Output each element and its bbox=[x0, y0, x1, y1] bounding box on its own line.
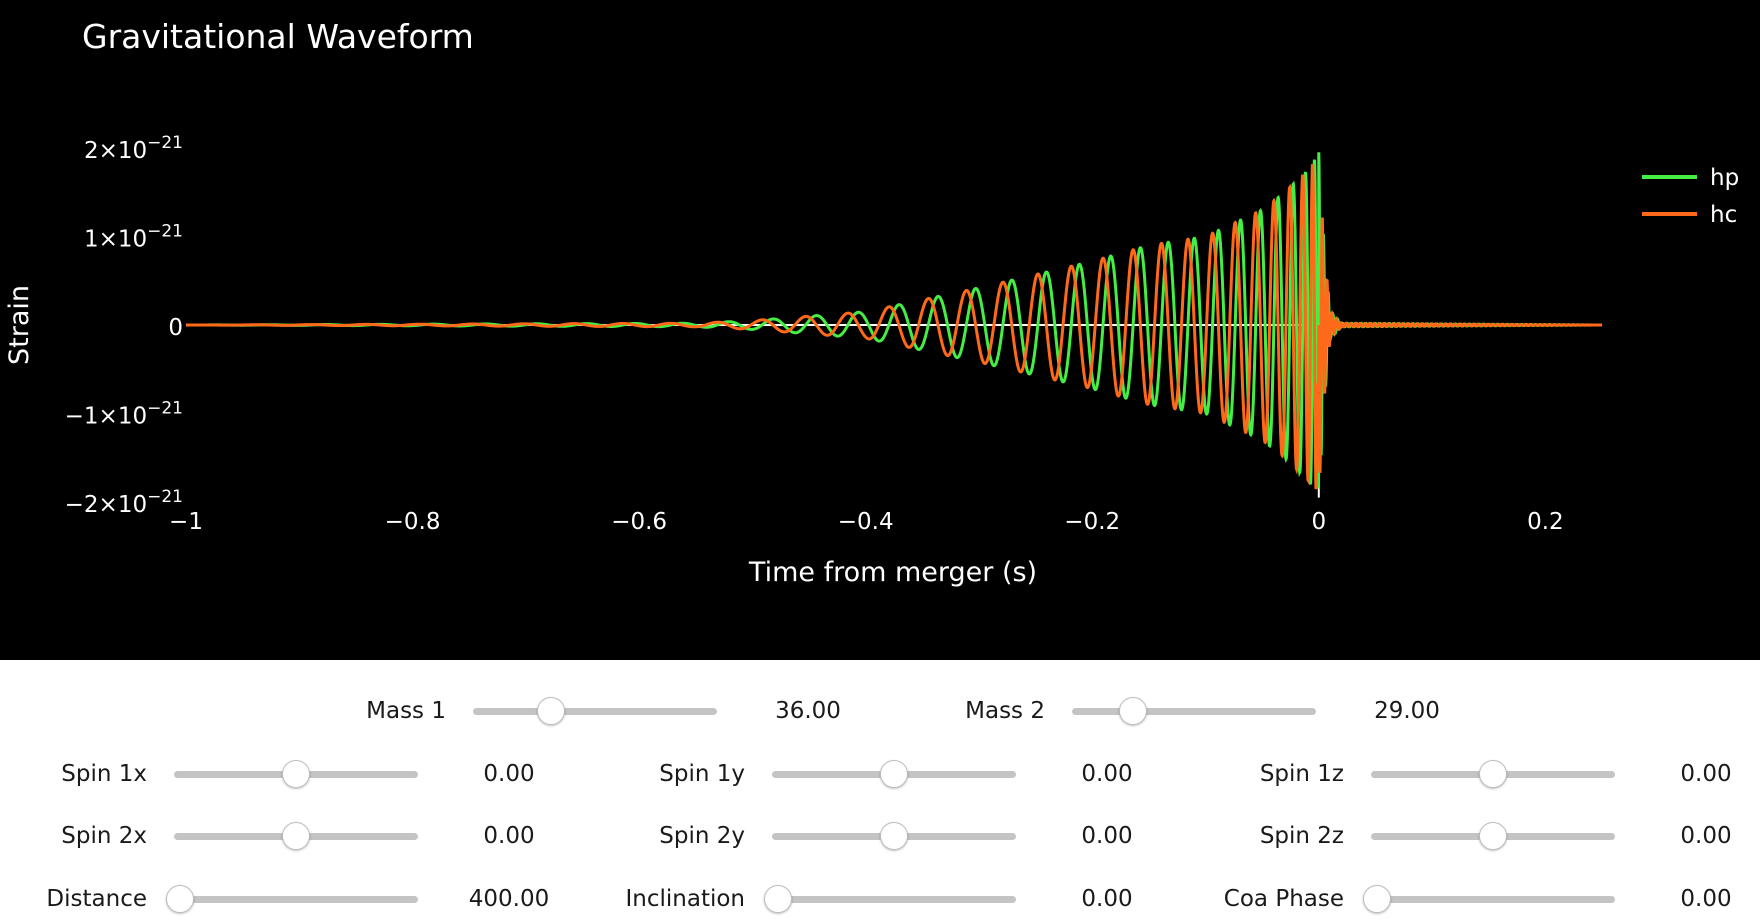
chart-title: Gravitational Waveform bbox=[82, 17, 474, 56]
mass-2-value: 29.00 bbox=[1374, 698, 1440, 724]
inclination-control: Inclination 0.00 bbox=[598, 879, 1158, 919]
inclination-label: Inclination bbox=[625, 886, 745, 912]
x-tick-label: 0.2 bbox=[1527, 509, 1564, 535]
spin-2z-control: Spin 2z 0.00 bbox=[1197, 816, 1757, 856]
distance-label: Distance bbox=[46, 886, 147, 912]
controls-row: Mass 1 36.00 Mass 2 29.00 bbox=[0, 691, 1760, 731]
mass-1-slider-thumb[interactable] bbox=[537, 697, 565, 725]
spin-1x-label: Spin 1x bbox=[61, 761, 147, 787]
spin-1z-label: Spin 1z bbox=[1259, 761, 1344, 787]
waveform-chart[interactable]: Gravitational Waveform 2×10−211×10−210−1… bbox=[0, 0, 1760, 660]
x-tick-label: −0.8 bbox=[385, 509, 441, 535]
distance-value: 400.00 bbox=[468, 886, 550, 912]
spin-2z-label: Spin 2z bbox=[1259, 823, 1344, 849]
plot-area[interactable]: Gravitational Waveform 2×10−21 1×10−21 0 −1… bbox=[0, 0, 1760, 660]
spin-2x-control: Spin 2x 0.00 bbox=[0, 816, 560, 856]
controls-row: Spin 1x 0.00 Spin 1y 0.00 Spin 1z 0.00 bbox=[0, 754, 1760, 794]
mass-2-label: Mass 2 bbox=[965, 698, 1045, 724]
legend-label-hc[interactable]: hc bbox=[1710, 202, 1737, 228]
controls-panel: Mass 1 36.00 Mass 2 29.00 Spin 1x 0.00 Spin 1y… bbox=[0, 660, 1760, 913]
spin-2y-value: 0.00 bbox=[1081, 823, 1133, 849]
spin-2x-value: 0.00 bbox=[483, 823, 535, 849]
spin-2y-slider-thumb[interactable] bbox=[880, 822, 908, 850]
mass-1-control: Mass 1 36.00 bbox=[299, 691, 859, 731]
series-hp-line bbox=[186, 152, 1602, 491]
mass-1-slider[interactable] bbox=[473, 708, 717, 715]
x-tick-label: −0.2 bbox=[1064, 509, 1120, 535]
coa-phase-label: Coa Phase bbox=[1223, 886, 1344, 912]
inclination-value: 0.00 bbox=[1081, 886, 1133, 912]
mass-2-control: Mass 2 29.00 bbox=[898, 691, 1458, 731]
spin-2x-slider-thumb[interactable] bbox=[282, 822, 310, 850]
y-tick-label: −2×10−21 bbox=[65, 487, 183, 518]
spin-1y-slider-thumb[interactable] bbox=[880, 760, 908, 788]
distance-slider-thumb[interactable] bbox=[166, 885, 194, 913]
spin-1z-value: 0.00 bbox=[1680, 761, 1732, 787]
spin-2x-label: Spin 2x bbox=[61, 823, 147, 849]
x-axis-label: Time from merger (s) bbox=[748, 557, 1037, 588]
distance-control: Distance 400.00 bbox=[0, 879, 560, 919]
controls-row: Spin 2x 0.00 Spin 2y 0.00 Spin 2z 0.00 bbox=[0, 816, 1760, 856]
legend-label-hp[interactable]: hp bbox=[1710, 165, 1739, 191]
coa-phase-slider-thumb[interactable] bbox=[1363, 885, 1391, 913]
spin-2z-value: 0.00 bbox=[1680, 823, 1732, 849]
spin-1y-control: Spin 1y 0.00 bbox=[598, 754, 1158, 794]
series-layer bbox=[186, 152, 1602, 491]
x-tick-label: −0.4 bbox=[838, 509, 894, 535]
mass-2-slider[interactable] bbox=[1072, 708, 1316, 715]
coa-phase-slider[interactable] bbox=[1371, 896, 1615, 903]
distance-slider[interactable] bbox=[174, 896, 418, 903]
spin-1z-control: Spin 1z 0.00 bbox=[1197, 754, 1757, 794]
spin-2y-label: Spin 2y bbox=[659, 823, 745, 849]
series-hc-line bbox=[186, 164, 1602, 490]
spin-1z-slider-thumb[interactable] bbox=[1479, 760, 1507, 788]
mass-1-label: Mass 1 bbox=[366, 698, 446, 724]
coa-phase-value: 0.00 bbox=[1680, 886, 1732, 912]
spin-1y-label: Spin 1y bbox=[659, 761, 745, 787]
inclination-slider-thumb[interactable] bbox=[764, 885, 792, 913]
mass-2-slider-thumb[interactable] bbox=[1119, 697, 1147, 725]
spin-2z-slider-thumb[interactable] bbox=[1479, 822, 1507, 850]
spin-1x-control: Spin 1x 0.00 bbox=[0, 754, 560, 794]
inclination-slider[interactable] bbox=[772, 896, 1016, 903]
mass-1-value: 36.00 bbox=[775, 698, 841, 724]
coa-phase-control: Coa Phase 0.00 bbox=[1197, 879, 1757, 919]
x-tick-label: −1 bbox=[169, 509, 203, 535]
y-axis-ticks: 2×10−21 1×10−21 0 −1×10−21 −2×10−21 bbox=[65, 133, 1320, 518]
spin-1x-slider-thumb[interactable] bbox=[282, 760, 310, 788]
y-tick-label: 1×10−21 bbox=[84, 222, 183, 253]
controls-row: Distance 400.00 Inclination 0.00 Coa Phase 0.… bbox=[0, 879, 1760, 919]
spin-2y-control: Spin 2y 0.00 bbox=[598, 816, 1158, 856]
y-tick-label: −1×10−21 bbox=[65, 399, 183, 430]
y-axis-label: Strain bbox=[4, 285, 35, 365]
x-axis-ticks: −1 −0.8 −0.6 −0.4 −0.2 0 0.2 bbox=[169, 509, 1564, 535]
y-tick-label: 0 bbox=[168, 315, 183, 341]
y-tick-label: 2×10−21 bbox=[84, 133, 183, 164]
legend[interactable]: hp hc bbox=[1642, 165, 1739, 228]
spin-1x-value: 0.00 bbox=[483, 761, 535, 787]
x-tick-label: 0 bbox=[1311, 509, 1326, 535]
x-tick-label: −0.6 bbox=[611, 509, 667, 535]
spin-1y-value: 0.00 bbox=[1081, 761, 1133, 787]
